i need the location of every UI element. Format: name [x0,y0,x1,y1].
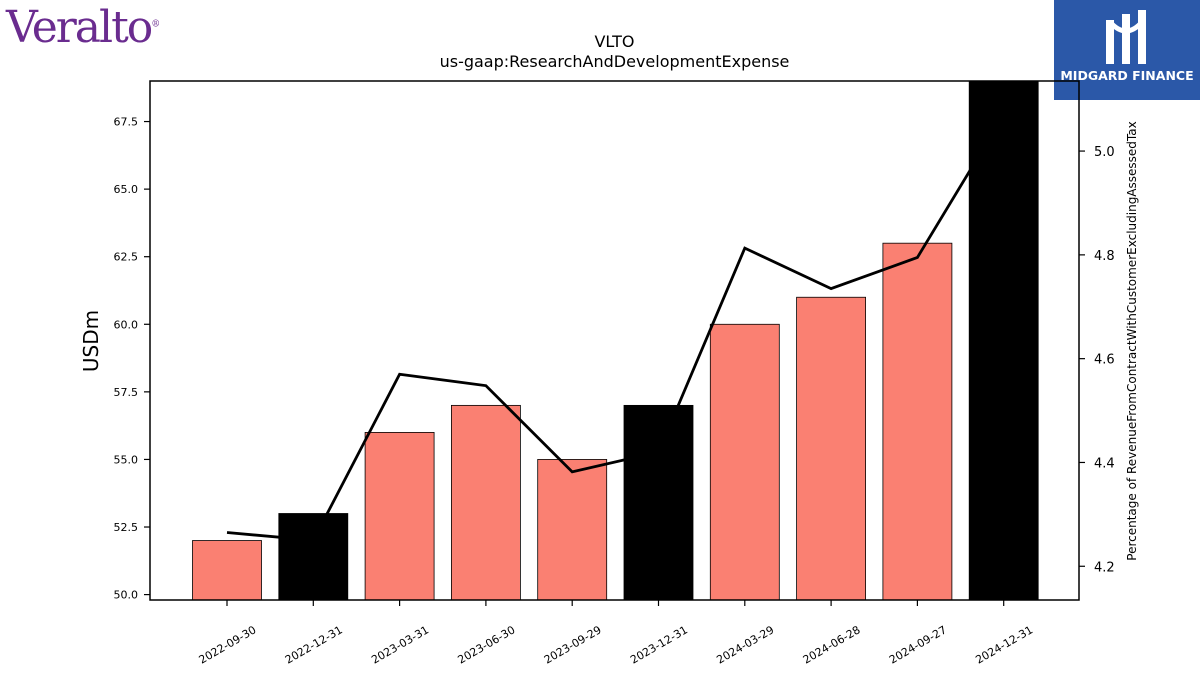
line-group [226,114,1005,542]
bar-2024-09-27 [882,242,953,601]
y2-tick-label: 4.4 [1094,456,1115,471]
y2-tick-label: 4.6 [1094,353,1115,368]
x-tick-label: 2022-12-31 [283,623,345,666]
y-tick-label: 65.0 [114,183,139,196]
midgard-mark-icon [1106,10,1146,64]
y-axis-left: 50.0 52.5 55.0 57.5 60.0 62.5 65.0 67.5 [114,116,150,602]
x-tick-label: 2023-03-31 [369,623,431,666]
bars-group [192,80,1039,601]
bar-2024-12-31 [968,80,1039,601]
x-tick-label: 2023-06-30 [456,623,518,666]
bar-2023-09-29 [537,459,608,601]
x-tick-label: 2023-09-29 [542,623,604,666]
bar-2023-06-30 [450,404,521,601]
x-tick-label: 2022-09-30 [197,623,259,666]
y2-tick-label: 4.2 [1094,560,1115,575]
bar-2024-06-28 [796,296,866,601]
chart-subtitle: us-gaap:ResearchAndDevelopmentExpense [439,52,790,71]
bar-2023-03-31 [364,432,435,601]
y-tick-label: 67.5 [114,116,139,129]
bar-2022-12-31 [278,513,349,601]
bar-2023-12-31 [623,404,694,601]
x-tick-label: 2023-12-31 [628,623,690,666]
y-tick-label: 50.0 [114,589,139,602]
ratio-line [226,114,1005,542]
x-tick-label: 2024-06-28 [801,623,863,666]
y-tick-label: 62.5 [114,251,139,264]
y-tick-label: 57.5 [114,386,139,399]
y2-tick-label: 4.8 [1094,249,1115,264]
y2-tick-label: 5.0 [1094,145,1115,160]
bar-2024-03-29 [709,323,780,601]
y-tick-label: 52.5 [114,521,139,534]
x-tick-label: 2024-09-27 [887,623,949,666]
y-axis-right: 4.2 4.4 4.6 4.8 5.0 [1079,145,1115,575]
x-axis: 2022-09-30 2022-12-31 2023-03-31 2023-06-30… [197,600,1035,667]
y-axis-label: USDm [79,310,103,372]
chart-title-block: VLTO us-gaap:ResearchAndDevelopmentExpen… [150,32,1079,72]
plot-frame [149,80,1080,601]
y2-axis-label: Percentage of RevenueFromContractWithCus… [1125,121,1139,560]
chart-title: VLTO [594,32,635,51]
y-tick-label: 60.0 [114,318,139,331]
midgard-finance-name: MIDGARD FINANCE [1060,68,1194,83]
veralto-logo: Veralto® [6,2,161,53]
y-tick-label: 55.0 [114,453,139,466]
x-tick-label: 2024-03-29 [714,623,776,666]
x-tick-label: 2024-12-31 [973,623,1035,666]
bar-2022-09-30 [192,540,262,601]
